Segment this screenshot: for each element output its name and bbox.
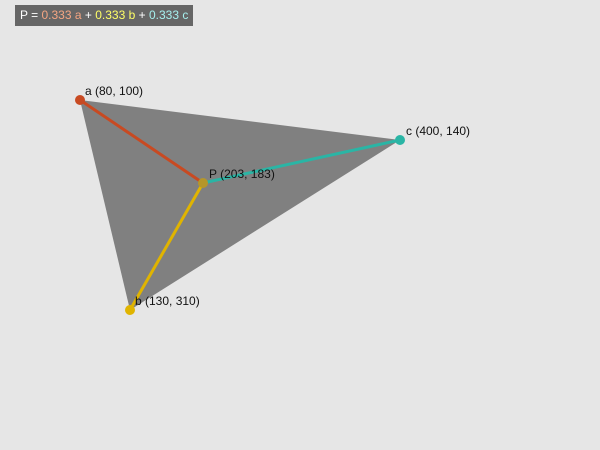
- vertex-a-handle[interactable]: [75, 95, 85, 105]
- vertex-c-label: c (400, 140): [406, 124, 470, 138]
- formula-label-a: a: [74, 8, 82, 22]
- formula-coef-a: 0.333: [41, 8, 72, 22]
- formula-plus-2: +: [135, 8, 149, 22]
- segment-p-to-b: [128, 182, 205, 311]
- formula-prefix: P =: [20, 8, 42, 22]
- formula-coef-c: 0.333: [148, 8, 179, 22]
- vertex-a-label: a (80, 100): [85, 84, 143, 98]
- point-p-label: P (203, 183): [209, 167, 275, 181]
- formula-plus-1: +: [81, 8, 96, 22]
- formula-label-b: b: [128, 8, 136, 22]
- vertex-c-handle[interactable]: [395, 135, 405, 145]
- segment-p-to-c: [202, 138, 401, 185]
- segment-p-to-a: [79, 98, 204, 185]
- vertex-b-handle[interactable]: [125, 305, 135, 315]
- formula-coef-b: 0.333: [95, 8, 126, 22]
- vertex-b-label: b (130, 310): [135, 294, 200, 308]
- formula-label-c: c: [182, 8, 189, 22]
- point-p-handle[interactable]: [198, 178, 208, 188]
- barycentric-formula: P = 0.333 a + 0.333 b + 0.333 c: [15, 5, 194, 26]
